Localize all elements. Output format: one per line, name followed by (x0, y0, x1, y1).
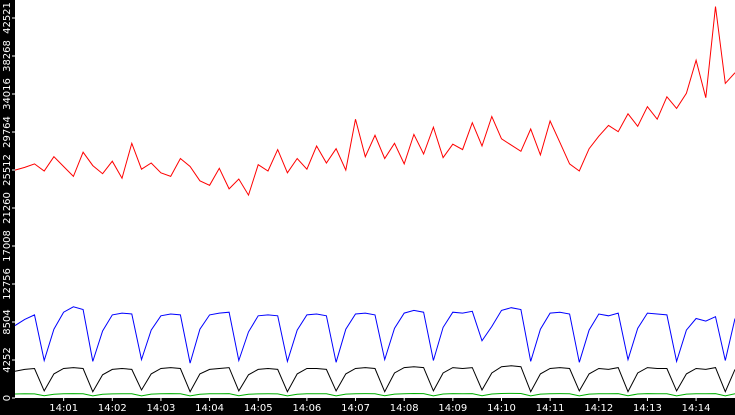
x-tick-label: 14:13 (633, 403, 662, 414)
x-tick-label: 14:12 (584, 403, 613, 414)
x-tick-label: 14:09 (438, 403, 467, 414)
x-tick-label: 14:07 (341, 403, 370, 414)
series-line (14, 392, 735, 397)
y-tick-label: 42521 (2, 2, 13, 34)
series-line (14, 365, 735, 393)
x-tick-label: 14:11 (536, 403, 565, 414)
y-tick-label: 0 (2, 395, 13, 401)
y-tick-label: 12756 (2, 268, 13, 300)
y-tick-label: 17008 (2, 230, 13, 262)
x-tick-label: 14:14 (682, 403, 711, 414)
series-line (14, 306, 735, 364)
y-tick-label: 21260 (2, 192, 13, 224)
x-tick-label: 14:01 (49, 403, 78, 414)
y-tick-label: 29764 (2, 116, 13, 148)
y-tick-label: 4252 (2, 347, 13, 372)
x-tick-label: 14:02 (98, 403, 127, 414)
y-tick-label: 8504 (2, 309, 13, 334)
x-tick-label: 14:08 (390, 403, 419, 414)
x-tick-label: 14:04 (195, 403, 224, 414)
y-tick-label: 38268 (2, 40, 13, 72)
x-axis-bar (0, 398, 735, 415)
x-tick-label: 14:10 (487, 403, 516, 414)
y-tick-label: 25512 (2, 154, 13, 186)
x-tick-label: 14:03 (147, 403, 176, 414)
series-line (14, 6, 735, 197)
y-tick-label: 34016 (2, 78, 13, 110)
y-axis-bar (0, 0, 15, 415)
x-tick-label: 14:05 (244, 403, 273, 414)
x-tick-label: 14:06 (292, 403, 321, 414)
